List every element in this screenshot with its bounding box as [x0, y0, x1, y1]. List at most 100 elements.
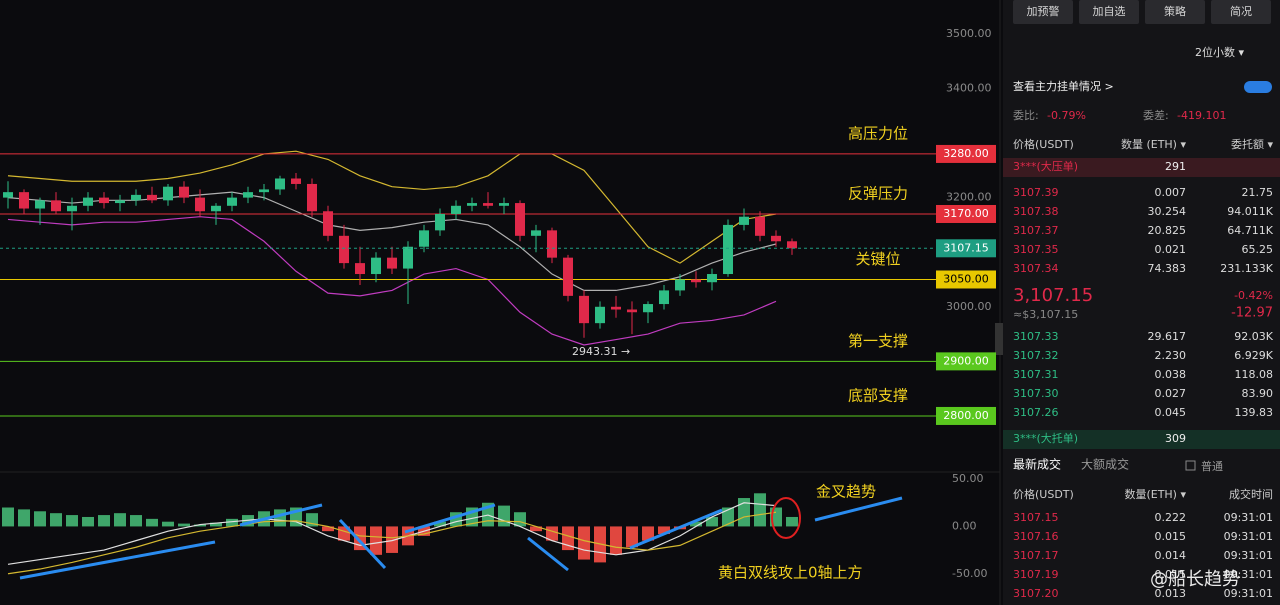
big-sell-row — [1003, 158, 1280, 177]
candle-body — [787, 241, 797, 249]
macd-bar — [706, 516, 718, 527]
macd-line — [7, 511, 777, 575]
panel-text: 3107.39 — [1013, 186, 1059, 199]
button-label[interactable]: 加自选 — [1093, 5, 1126, 18]
panel-text: 30.254 — [1148, 205, 1187, 218]
level-tag — [936, 352, 996, 371]
button-label[interactable]: 加预警 — [1027, 4, 1060, 18]
panel-text: 0.015 — [1155, 568, 1187, 581]
panel-text: 20.825 — [1148, 224, 1187, 237]
last-price-tag — [936, 239, 996, 258]
candle-body — [755, 216, 765, 236]
level-tag-label: 2900.00 — [943, 354, 989, 367]
macd-bar — [194, 524, 206, 527]
panel-text: 92.03K — [1234, 330, 1273, 343]
candle-body — [291, 178, 301, 184]
candle-body — [131, 194, 141, 201]
candle-body — [259, 189, 269, 193]
panel-text: 0.015 — [1155, 530, 1187, 543]
button[interactable] — [1211, 0, 1271, 24]
panel-text: 0.014 — [1155, 549, 1187, 562]
panel-text: 成交时间 — [1229, 487, 1273, 501]
candle-body — [467, 203, 477, 206]
collapse-handle[interactable] — [995, 323, 1003, 355]
panel-text: 最新成交 — [1013, 457, 1061, 472]
panel-text: 查看主力挂单情况 > — [1013, 79, 1114, 93]
candle-body — [51, 200, 61, 212]
panel-text: 3107.15 — [1013, 511, 1059, 524]
panel-text: 6.929K — [1234, 349, 1273, 362]
panel-text: 3107.19 — [1013, 568, 1059, 581]
level-tag — [936, 144, 996, 163]
macd-note: 黄白双线攻上0轴上方 — [718, 564, 863, 582]
panel-text: 3107.17 — [1013, 549, 1059, 562]
macd-bar — [514, 512, 526, 527]
arrow — [629, 508, 723, 550]
candle-body — [307, 183, 317, 212]
level-tag — [936, 270, 996, 289]
candle-body — [19, 192, 29, 209]
panel-text: 3107.35 — [1013, 243, 1059, 256]
macd-bar — [754, 493, 766, 527]
panel-bg — [1003, 0, 1280, 605]
candle-body — [499, 203, 509, 206]
level-tag-label: 3170.00 — [943, 207, 989, 220]
panel-text: 65.25 — [1242, 243, 1274, 256]
button[interactable] — [1079, 0, 1139, 24]
candle-body — [275, 178, 285, 190]
candle-body — [419, 230, 429, 247]
button-label[interactable]: 简况 — [1230, 4, 1252, 18]
panel-text: 09:31:01 — [1224, 511, 1273, 524]
macd-bar — [722, 507, 734, 527]
panel-text: 3107.33 — [1013, 330, 1059, 343]
button[interactable] — [1145, 0, 1205, 24]
panel-text: 3***(大托单) — [1013, 431, 1078, 445]
candle-body — [403, 246, 413, 269]
macd-bar — [434, 521, 446, 527]
candle-body — [227, 197, 237, 206]
toggle[interactable] — [1244, 81, 1272, 93]
panel-text: 0.222 — [1155, 511, 1187, 524]
panel-text: 委比: — [1013, 109, 1039, 122]
panel-text: 数量(ETH) ▾ — [1124, 488, 1186, 501]
watermark: @船长趋势 — [1150, 569, 1240, 590]
panel-text: -12.97 — [1231, 306, 1273, 321]
y-tick-label: 3400.00 — [946, 81, 992, 94]
candle-body — [371, 257, 381, 275]
candle-body — [563, 257, 573, 296]
macd-bar — [66, 515, 78, 527]
panel-text: 29.617 — [1148, 330, 1187, 343]
button[interactable] — [1013, 0, 1073, 24]
level-tag-label: 2800.00 — [943, 409, 989, 422]
panel-text: 委托额 ▾ — [1231, 137, 1273, 151]
candle-body — [355, 263, 365, 275]
level-note: 高压力位 — [848, 124, 908, 142]
panel-text: 231.133K — [1220, 262, 1273, 275]
arrow — [404, 503, 496, 534]
button-label[interactable]: 策略 — [1164, 4, 1186, 18]
panel-text: 3107.30 — [1013, 387, 1059, 400]
candle-body — [35, 200, 45, 209]
candle-body — [723, 224, 733, 275]
arrow — [338, 518, 387, 570]
panel-text: 普通 — [1201, 459, 1223, 473]
checkbox[interactable] — [1185, 460, 1196, 471]
arrow — [19, 540, 216, 580]
level-tag — [936, 204, 996, 223]
arrow — [527, 536, 569, 572]
candle-body — [3, 192, 13, 198]
panel-text: 09:31:01 — [1224, 587, 1273, 600]
macd-bar — [34, 511, 46, 527]
candle-body — [739, 216, 749, 225]
macd-bar — [130, 515, 142, 527]
candle-body — [435, 213, 445, 231]
macd-bar — [210, 522, 222, 527]
candle-body — [163, 186, 173, 201]
candle-body — [99, 197, 109, 204]
candle-body — [675, 279, 685, 291]
macd-bar — [578, 526, 590, 560]
candle-body — [595, 306, 605, 324]
candle-body — [611, 306, 621, 310]
panel-text: 3107.32 — [1013, 349, 1059, 362]
candle-body — [339, 235, 349, 264]
